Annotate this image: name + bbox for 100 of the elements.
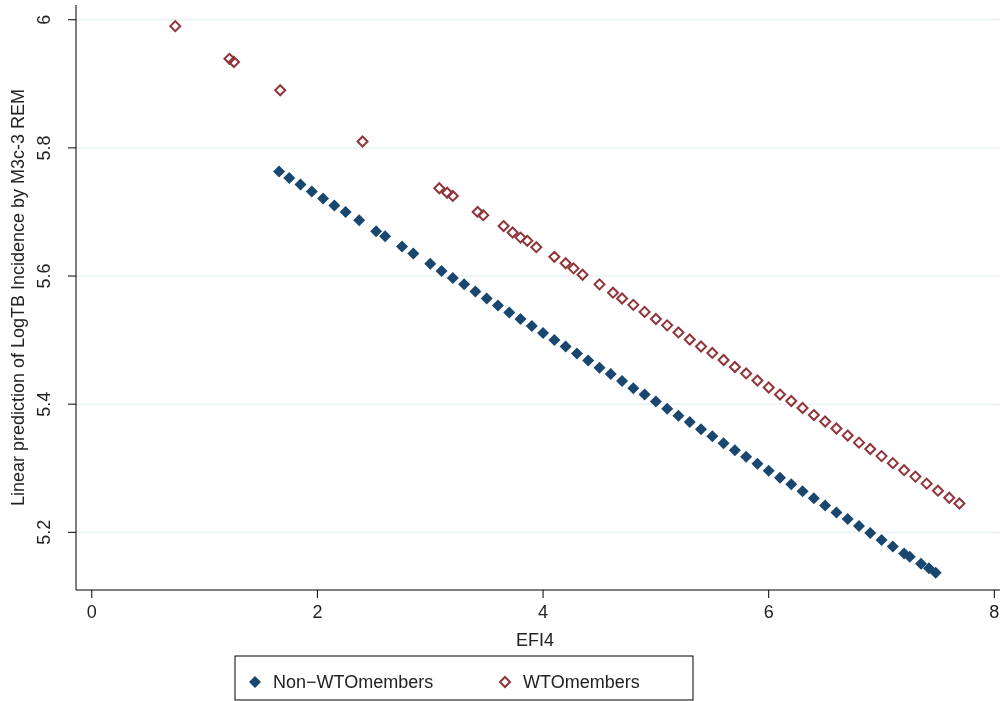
point: [929, 566, 942, 579]
point: [852, 436, 865, 449]
point: [503, 306, 516, 319]
point: [683, 416, 696, 429]
point: [649, 395, 662, 408]
point: [695, 423, 708, 436]
point: [638, 388, 651, 401]
point: [525, 320, 538, 333]
point: [471, 205, 484, 218]
point: [469, 285, 482, 298]
point: [864, 526, 877, 539]
point: [491, 299, 504, 312]
point: [796, 485, 809, 498]
point: [582, 354, 595, 367]
point: [223, 52, 236, 65]
point: [607, 286, 620, 299]
point: [604, 368, 617, 381]
point: [435, 264, 448, 277]
point: [530, 241, 543, 254]
point: [576, 268, 589, 281]
point: [497, 220, 510, 233]
point: [424, 257, 437, 270]
point: [751, 457, 764, 470]
y-tick-label: 5.6: [34, 263, 54, 289]
point: [695, 340, 708, 353]
point: [627, 298, 640, 311]
point: [785, 478, 798, 491]
point: [807, 409, 820, 422]
point: [841, 429, 854, 442]
point: [379, 230, 392, 243]
point: [283, 172, 296, 184]
y-tick-label: 5.4: [34, 391, 54, 417]
point: [396, 240, 409, 253]
point: [819, 415, 832, 428]
point: [559, 257, 572, 270]
point: [273, 165, 286, 178]
point: [672, 409, 685, 422]
point: [407, 247, 420, 260]
y-tick-label: 5.2: [34, 519, 54, 545]
point: [339, 205, 352, 218]
y-tick-label: 6: [34, 14, 54, 25]
point: [830, 422, 843, 435]
x-tick-label: 4: [538, 602, 549, 622]
point: [762, 464, 775, 477]
x-tick-label: 2: [312, 602, 323, 622]
point: [683, 333, 696, 346]
point: [728, 444, 741, 457]
point: [661, 319, 674, 332]
point: [920, 477, 933, 490]
point: [740, 367, 753, 380]
point: [477, 209, 490, 222]
point: [740, 450, 753, 463]
point: [875, 534, 888, 547]
point: [785, 394, 798, 407]
point: [441, 186, 454, 199]
point: [915, 557, 928, 570]
point: [706, 346, 719, 359]
point: [274, 84, 287, 97]
legend-label: WTOmembers: [523, 672, 640, 692]
point: [356, 135, 369, 148]
point: [616, 375, 629, 388]
y-axis-title: Linear prediction of LogTB Incidence by M3c-3 REM: [8, 88, 28, 507]
point: [886, 540, 899, 553]
point: [548, 334, 561, 347]
point: [886, 457, 899, 470]
point: [953, 497, 966, 510]
point: [875, 450, 888, 463]
point: [774, 471, 786, 484]
point: [570, 347, 583, 360]
point: [616, 292, 629, 305]
point: [446, 189, 459, 202]
y-tick-label: 5.8: [34, 135, 54, 161]
point: [762, 381, 775, 394]
point: [638, 305, 651, 318]
point: [514, 312, 527, 325]
point: [305, 185, 318, 198]
point: [898, 464, 911, 477]
point: [807, 492, 820, 505]
point: [328, 199, 341, 212]
point: [317, 192, 330, 205]
point: [661, 402, 674, 415]
point: [819, 499, 832, 512]
point: [227, 56, 240, 69]
x-axis-title: EFI4: [515, 630, 555, 650]
point: [728, 361, 741, 374]
point: [931, 484, 944, 497]
point: [943, 491, 956, 504]
point: [433, 182, 446, 195]
point: [751, 374, 764, 387]
point: [717, 437, 730, 450]
point: [506, 226, 519, 239]
point: [796, 402, 809, 415]
point: [521, 234, 534, 247]
point: [169, 20, 182, 33]
point: [852, 519, 865, 532]
point: [841, 512, 854, 525]
point: [593, 278, 606, 291]
point: [567, 262, 580, 275]
point: [706, 430, 719, 443]
point: [627, 382, 640, 395]
